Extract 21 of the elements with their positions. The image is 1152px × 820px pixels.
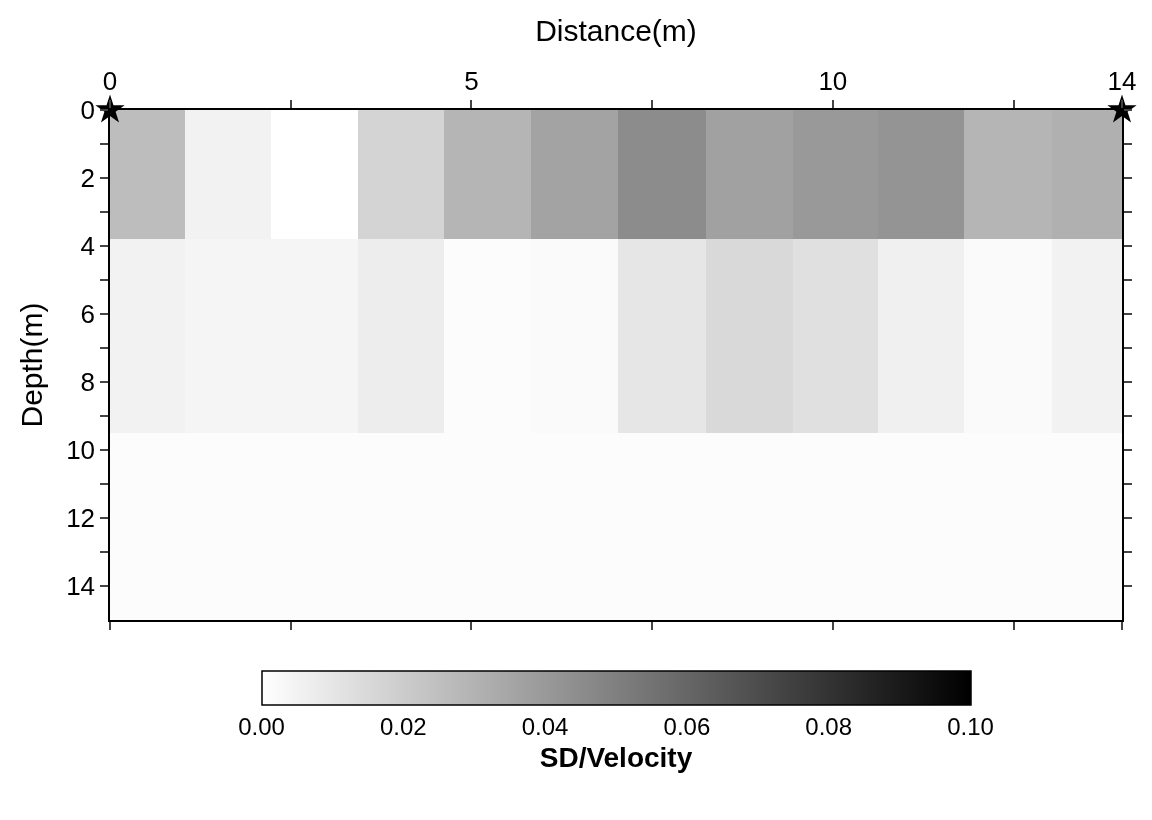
x-tick-label: 10 [818,65,848,96]
x-axis-title: Distance(m) [535,14,697,48]
y-tick-label: 2 [80,163,96,194]
color-bar-label: 0.10 [947,713,994,741]
color-bar-label: 0.00 [238,713,285,741]
y-tick-label: 6 [80,299,96,330]
y-tick-label: 0 [80,95,96,126]
color-bar-label: 0.08 [805,713,853,741]
color-bar-title: SD/Velocity [539,742,693,774]
y-axis-title: Depth(m) [14,302,48,428]
x-tick-label: 14 [1107,65,1137,96]
color-bar-label: 0.04 [521,713,569,741]
color-bar-label: 0.02 [379,713,427,741]
y-tick-label: 12 [66,503,96,534]
y-tick-label: 14 [66,571,96,602]
y-tick-label: 8 [80,367,96,398]
y-tick-label: 10 [66,435,96,466]
x-tick-label: 0 [102,65,118,96]
color-bar-label: 0.06 [663,713,711,741]
y-tick-label: 4 [80,231,96,262]
x-tick-label: 5 [464,65,479,96]
